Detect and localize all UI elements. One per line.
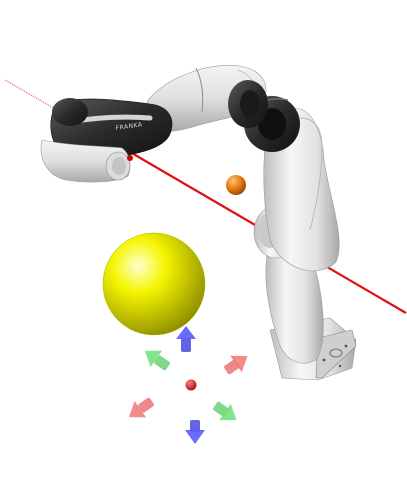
gizmo-y-negative-arrow-icon[interactable]	[209, 397, 242, 428]
gizmo-center-marker[interactable]	[185, 379, 197, 391]
gizmo-x-positive-arrow-icon[interactable]	[220, 348, 253, 379]
gizmo-y-positive-arrow-icon[interactable]	[139, 343, 173, 375]
robot-brand-logo: FRANKA	[115, 121, 143, 132]
robot-joint-wrist	[52, 98, 88, 126]
robot-joint-elbow	[228, 80, 268, 128]
sphere-obstacle[interactable]	[102, 232, 206, 336]
target-ball[interactable]	[226, 175, 246, 195]
laser-emitter-icon	[127, 155, 133, 161]
gizmo-z-negative-arrow-icon[interactable]	[185, 420, 205, 444]
gizmo-z-positive-arrow-icon[interactable]	[176, 326, 196, 352]
robot-arm[interactable]: FRANKA	[40, 65, 357, 381]
robot-flange	[40, 139, 133, 183]
transform-gizmo[interactable]	[123, 326, 253, 444]
gizmo-x-negative-arrow-icon[interactable]	[123, 393, 157, 425]
